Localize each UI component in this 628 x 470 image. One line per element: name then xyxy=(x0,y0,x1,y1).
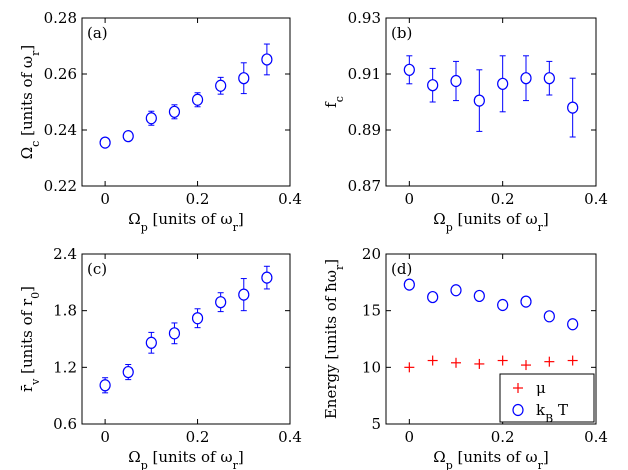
data-point xyxy=(427,290,439,304)
y-tick-label: 1.8 xyxy=(53,302,77,320)
data-point xyxy=(168,105,181,118)
y-tick-label: 2.4 xyxy=(53,245,77,263)
y-tick-label: 0.22 xyxy=(44,177,77,195)
x-tick-label: 0 xyxy=(100,428,110,446)
x-axis-label: Ωp [units of ωr] xyxy=(128,448,243,470)
x-tick-label: 0.4 xyxy=(278,428,302,446)
x-tick-label: 0.2 xyxy=(491,428,515,446)
y-tick-label: 0.89 xyxy=(348,121,381,139)
data-point xyxy=(520,295,532,308)
axes-frame xyxy=(385,253,597,425)
legend-label: μ xyxy=(536,379,546,397)
x-tick-label: 0.2 xyxy=(491,190,515,208)
data-point xyxy=(497,298,509,312)
x-tick-label: 0.4 xyxy=(584,190,608,208)
data-point xyxy=(145,112,157,125)
data-point xyxy=(567,355,578,366)
x-axis-label: Ωp [units of ωr] xyxy=(128,210,243,234)
panel-label: (c) xyxy=(87,260,107,278)
y-tick-label: 15 xyxy=(362,302,381,320)
x-axis-label: Ωp [units of ωr] xyxy=(433,210,548,234)
y-tick-label: 0.28 xyxy=(44,9,77,27)
data-point xyxy=(474,358,485,369)
data-point xyxy=(567,318,579,331)
y-tick-label: 0.91 xyxy=(348,65,381,83)
data-point xyxy=(450,284,462,297)
data-point xyxy=(497,355,508,366)
data-point xyxy=(451,357,461,368)
panel-label: (d) xyxy=(391,260,412,278)
data-point xyxy=(520,72,532,85)
data-point xyxy=(145,336,157,349)
data-point xyxy=(215,296,227,309)
axes-frame xyxy=(385,17,597,187)
data-point xyxy=(99,379,111,392)
data-point xyxy=(191,93,204,106)
data-point xyxy=(497,77,509,90)
data-point xyxy=(238,288,250,301)
data-point xyxy=(215,79,227,92)
y-axis-label: Ωc [units of ωr] xyxy=(18,45,42,160)
y-tick-label: 0.93 xyxy=(348,9,381,27)
data-point xyxy=(544,356,555,367)
x-tick-label: 0.4 xyxy=(584,428,608,446)
data-point xyxy=(521,360,531,371)
legend: μ kB T xyxy=(499,373,595,425)
data-point xyxy=(122,130,134,143)
panel-d: 0 0.2 0.4 5 10 15 20 (d) Ωp [units of ωr] Energy … xyxy=(322,245,608,470)
x-tick-label: 0.2 xyxy=(186,428,210,446)
data-point xyxy=(261,53,273,66)
x-tick-label: 0.2 xyxy=(186,190,210,208)
y-tick-label: 0.26 xyxy=(44,65,77,83)
data-point xyxy=(168,327,181,340)
data-point xyxy=(543,310,555,323)
data-point xyxy=(261,271,273,284)
x-axis-label: Ωp [units of ωr] xyxy=(433,448,548,470)
data-point xyxy=(404,362,415,373)
panel-label: (b) xyxy=(391,24,412,42)
panel-label: (a) xyxy=(87,24,108,42)
data-point xyxy=(122,365,134,379)
data-point xyxy=(238,72,250,85)
data-point xyxy=(191,312,204,325)
x-tick-label: 0 xyxy=(100,190,110,208)
panel-a: 0 0.2 0.4 0.22 0.24 0.26 0.28 (a) Ωp [units of ω… xyxy=(18,9,302,234)
data-point xyxy=(543,72,555,85)
y-tick-label: 1.2 xyxy=(53,358,77,376)
axes-frame xyxy=(81,253,291,425)
data-point xyxy=(403,278,415,291)
data-point xyxy=(427,79,439,92)
x-tick-label: 0.4 xyxy=(278,190,302,208)
data-point xyxy=(473,94,485,107)
data-point xyxy=(427,355,438,366)
y-tick-label: 0.87 xyxy=(348,177,381,195)
y-tick-label: 10 xyxy=(362,358,381,376)
data-point xyxy=(567,101,579,114)
y-tick-label: 0.6 xyxy=(53,415,77,433)
data-point xyxy=(403,63,415,76)
axes-frame xyxy=(81,17,291,187)
y-axis-label: Energy [units of ħωr] xyxy=(322,259,346,419)
panel-b: 0 0.2 0.4 0.87 0.89 0.91 0.93 (b) Ωp [units of ω… xyxy=(322,9,608,234)
legend-item: μ xyxy=(513,379,546,397)
x-tick-label: 0 xyxy=(405,428,415,446)
y-tick-label: 20 xyxy=(362,245,381,263)
legend-label: kB T xyxy=(536,401,568,425)
panel-c: 0 0.2 0.4 0.6 1.2 1.8 2.4 (c) Ωp [units of ωr] r̄… xyxy=(18,245,302,470)
legend-item: kB T xyxy=(512,401,568,425)
y-axis-label: r̄v [units of r0] xyxy=(18,286,42,392)
data-point xyxy=(99,136,111,149)
data-point xyxy=(450,74,462,88)
y-tick-label: 0.24 xyxy=(44,121,77,139)
y-axis-label: fc xyxy=(322,96,346,108)
data-point xyxy=(473,289,485,303)
x-tick-label: 0 xyxy=(405,190,415,208)
y-tick-label: 5 xyxy=(371,415,381,433)
